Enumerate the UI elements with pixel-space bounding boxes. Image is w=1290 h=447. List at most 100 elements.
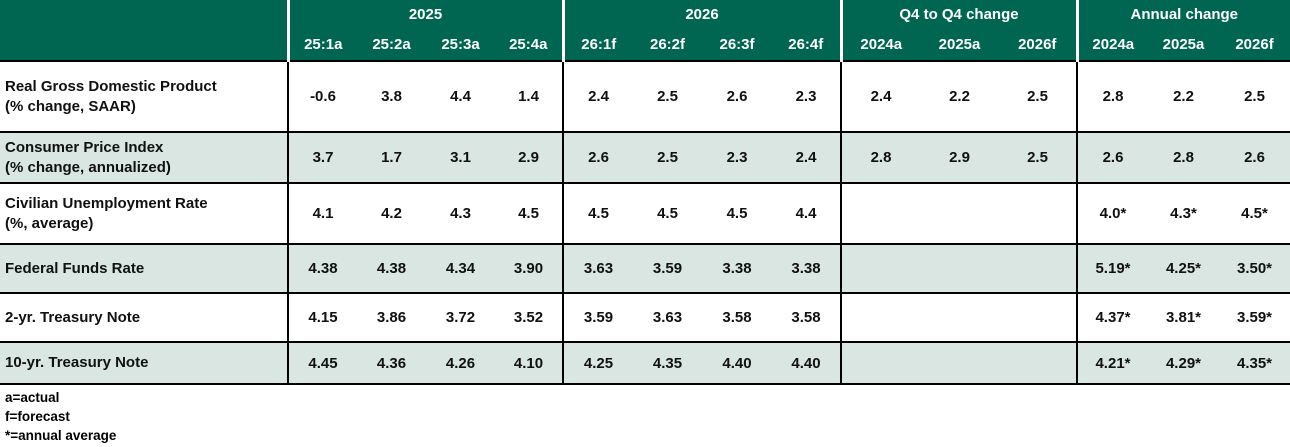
value-cell: -0.6 — [287, 61, 357, 133]
subheader-2024a: 2024a — [1075, 29, 1148, 62]
value-cell: 2.9 — [920, 132, 999, 184]
value-cell: 4.40 — [702, 342, 772, 385]
subheader-25-4a: 25:4a — [495, 29, 563, 62]
value-cell — [920, 244, 999, 294]
value-cell: 2.6 — [1076, 132, 1148, 184]
subheader-26-3f: 26:3f — [702, 29, 772, 62]
row-label-sub: (%, average) — [5, 214, 94, 232]
value-cell — [920, 342, 999, 385]
value-cell: 3.58 — [702, 293, 772, 343]
row-label: Civilian Unemployment Rate (%, average) — [0, 183, 288, 245]
subheader-25-3a: 25:3a — [426, 29, 495, 62]
value-cell: 4.5 — [495, 183, 563, 245]
subheader-2025a: 2025a — [1148, 29, 1219, 62]
value-cell: 3.58 — [772, 293, 841, 343]
value-cell: 3.59 — [562, 293, 633, 343]
table-row: 2-yr. Treasury Note 4.15 3.86 3.72 3.52 3.59 3… — [0, 293, 1290, 343]
value-cell: 2.6 — [702, 61, 772, 133]
value-cell: 4.3 — [426, 183, 495, 245]
value-cell: 4.38 — [357, 244, 426, 294]
row-label-main: Consumer Price Index — [5, 138, 164, 156]
subheader-26-1f: 26:1f — [561, 29, 633, 62]
value-cell — [840, 244, 920, 294]
value-cell: 4.26 — [426, 342, 495, 385]
group-header-q4-to-q4-change: Q4 to Q4 change — [839, 0, 1077, 29]
value-cell: 2.5 — [1219, 61, 1290, 133]
value-cell: 2.4 — [772, 132, 841, 184]
value-cell: 4.5 — [562, 183, 633, 245]
value-cell: 2.3 — [702, 132, 772, 184]
subheader-2026f: 2026f — [1219, 29, 1290, 62]
value-cell — [999, 244, 1077, 294]
value-cell: 3.59 — [633, 244, 702, 294]
table-row: Consumer Price Index (% change, annualize… — [0, 132, 1290, 184]
forecast-table: 2025 2026 Q4 to Q4 change Annual change … — [0, 0, 1290, 385]
value-cell: 4.10 — [495, 342, 563, 385]
value-cell: 2.8 — [1148, 132, 1219, 184]
table-row: 10-yr. Treasury Note 4.45 4.36 4.26 4.10 4.25… — [0, 342, 1290, 385]
header-group-row: 2025 2026 Q4 to Q4 change Annual change — [0, 0, 1290, 62]
value-cell: 4.2 — [357, 183, 426, 245]
value-cell: 2.5 — [999, 132, 1077, 184]
value-cell: 2.5 — [633, 61, 702, 133]
value-cell — [840, 293, 920, 343]
value-cell: 4.45 — [287, 342, 357, 385]
value-cell — [999, 342, 1077, 385]
footnote-actual: a=actual — [5, 390, 60, 405]
row-label-sub: (% change, SAAR) — [5, 97, 136, 115]
footnote-annual-average: *=annual average — [5, 428, 117, 443]
row-label: Federal Funds Rate — [0, 244, 288, 294]
subheader-2025a: 2025a — [920, 29, 999, 62]
row-label-main: Real Gross Domestic Product — [5, 77, 217, 95]
value-cell: 2.5 — [633, 132, 702, 184]
footnotes: a=actual f=forecast *=annual average — [0, 385, 1290, 445]
row-label: 10-yr. Treasury Note — [0, 342, 288, 385]
value-cell: 3.86 — [357, 293, 426, 343]
group-header-2025: 2025 — [286, 0, 563, 29]
group-header-annual-change: Annual change — [1075, 0, 1290, 29]
group-header-2026: 2026 — [561, 0, 841, 29]
value-cell: 2.4 — [840, 61, 920, 133]
value-cell: 2.2 — [1148, 61, 1219, 133]
value-cell: 4.25* — [1148, 244, 1219, 294]
value-cell — [840, 183, 920, 245]
value-cell: 2.5 — [999, 61, 1077, 133]
value-cell: 3.38 — [702, 244, 772, 294]
value-cell: 2.4 — [562, 61, 633, 133]
value-cell: 4.5 — [633, 183, 702, 245]
row-label: 2-yr. Treasury Note — [0, 293, 288, 343]
value-cell: 3.90 — [495, 244, 563, 294]
row-label: Real Gross Domestic Product (% change, SA… — [0, 61, 288, 133]
value-cell — [920, 183, 999, 245]
table-row: Federal Funds Rate 4.38 4.38 4.34 3.90 3.63 3.… — [0, 244, 1290, 294]
value-cell: 4.5* — [1219, 183, 1290, 245]
value-cell: 3.8 — [357, 61, 426, 133]
value-cell: 3.81* — [1148, 293, 1219, 343]
value-cell: 4.4 — [772, 183, 841, 245]
value-cell: 2.3 — [772, 61, 841, 133]
value-cell: 4.35* — [1219, 342, 1290, 385]
subheader-2024a: 2024a — [839, 29, 920, 62]
header-subperiod-row: 25:1a 25:2a 25:3a 25:4a 26:1f 26:2f 26:3f 26:4f… — [0, 29, 1290, 62]
value-cell: 3.1 — [426, 132, 495, 184]
subheader-2026f: 2026f — [999, 29, 1077, 62]
value-cell — [999, 293, 1077, 343]
value-cell: 1.7 — [357, 132, 426, 184]
table-row: Civilian Unemployment Rate (%, average) 4.… — [0, 183, 1290, 245]
value-cell: 4.0* — [1076, 183, 1148, 245]
subheader-25-2a: 25:2a — [357, 29, 426, 62]
value-cell: 2.9 — [495, 132, 563, 184]
value-cell — [840, 342, 920, 385]
value-cell: 4.29* — [1148, 342, 1219, 385]
value-cell: 4.36 — [357, 342, 426, 385]
value-cell: 2.2 — [920, 61, 999, 133]
row-label: Consumer Price Index (% change, annualize… — [0, 132, 288, 184]
value-cell: 3.50* — [1219, 244, 1290, 294]
value-cell: 4.21* — [1076, 342, 1148, 385]
value-cell: 4.40 — [772, 342, 841, 385]
value-cell: 3.72 — [426, 293, 495, 343]
value-cell: 3.59* — [1219, 293, 1290, 343]
subheader-26-2f: 26:2f — [633, 29, 702, 62]
value-cell: 4.15 — [287, 293, 357, 343]
value-cell: 4.34 — [426, 244, 495, 294]
